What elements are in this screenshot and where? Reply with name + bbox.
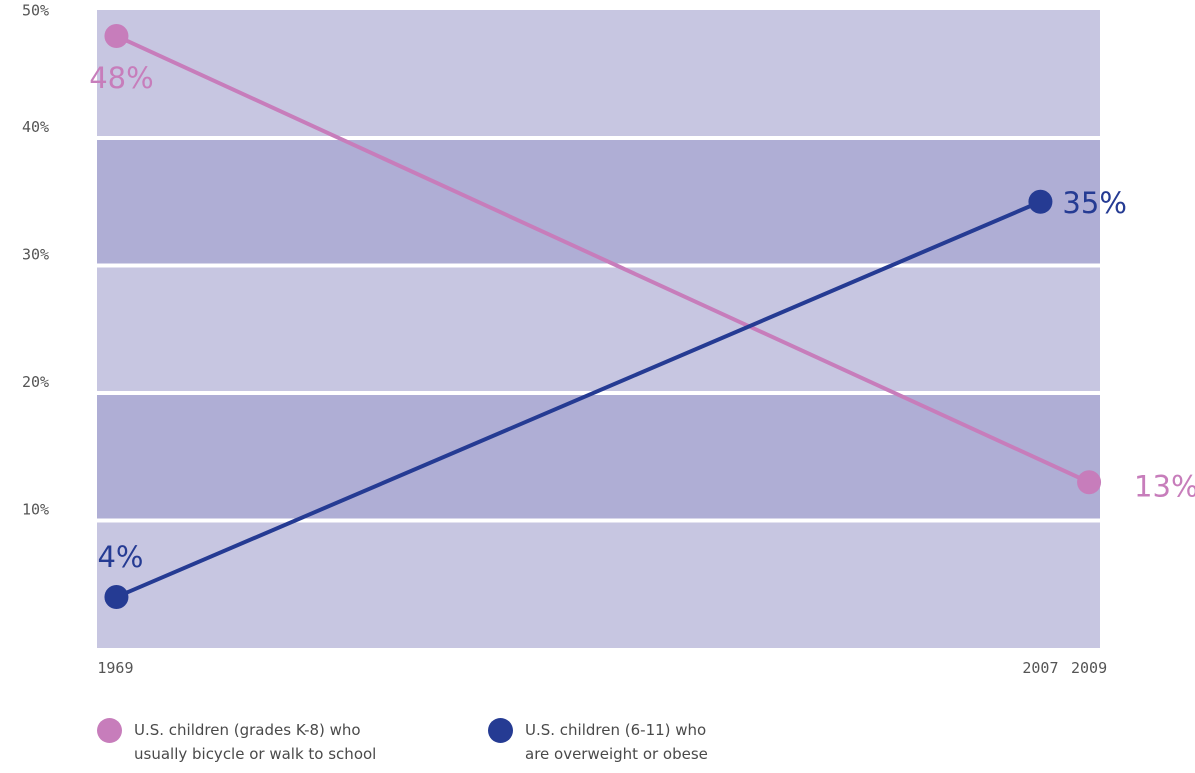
data-label: 35% (1062, 186, 1126, 220)
plot-band (97, 10, 1100, 138)
x-axis-tick-labels: 1969 2007 2009 (97, 659, 1107, 677)
data-labels: 48% 13% 4% 35% (89, 61, 1195, 574)
legend-marker-pink-icon (97, 718, 122, 743)
y-tick-label: 30% (22, 246, 49, 264)
y-tick-label: 20% (22, 373, 49, 391)
x-tick-label: 1969 (97, 659, 133, 677)
data-label: 4% (97, 540, 143, 574)
legend-label: U.S. children (grades K-8) who usually b… (134, 718, 464, 766)
legend-label-line2: usually bicycle or walk to school (134, 745, 377, 763)
plot-background-bands (97, 10, 1100, 648)
data-point (104, 585, 129, 609)
legend-item-bicycle-walk: U.S. children (grades K-8) who usually b… (97, 718, 464, 766)
series-line (115, 34, 1090, 485)
y-tick-label: 50% (22, 2, 49, 20)
series-lines (115, 34, 1090, 599)
y-tick-label: 10% (22, 501, 49, 519)
plot-band (97, 138, 1100, 266)
y-axis-tick-labels: 10% 20% 30% 40% 50% (22, 2, 49, 519)
legend-label-line1: U.S. children (6-11) who (525, 721, 707, 739)
series-points (104, 24, 1102, 609)
plot-band (97, 265, 1100, 393)
series-line (115, 199, 1042, 599)
data-point (1028, 189, 1053, 214)
legend-marker-blue-icon (488, 718, 513, 743)
plot-band (97, 520, 1100, 648)
legend-item-overweight: U.S. children (6-11) who are overweight … (488, 718, 855, 766)
x-tick-label: 2009 (1071, 659, 1107, 677)
legend-label-line1: U.S. children (grades K-8) who (134, 721, 361, 739)
y-tick-label: 40% (22, 118, 49, 136)
legend-label-line2: are overweight or obese (525, 745, 708, 763)
legend-label: U.S. children (6-11) who are overweight … (525, 718, 855, 766)
data-label: 48% (89, 61, 153, 95)
plot-band (97, 393, 1100, 521)
data-point (1077, 470, 1102, 495)
x-tick-label: 2007 (1022, 659, 1058, 677)
data-label: 13% (1134, 469, 1195, 503)
data-point (104, 24, 129, 48)
